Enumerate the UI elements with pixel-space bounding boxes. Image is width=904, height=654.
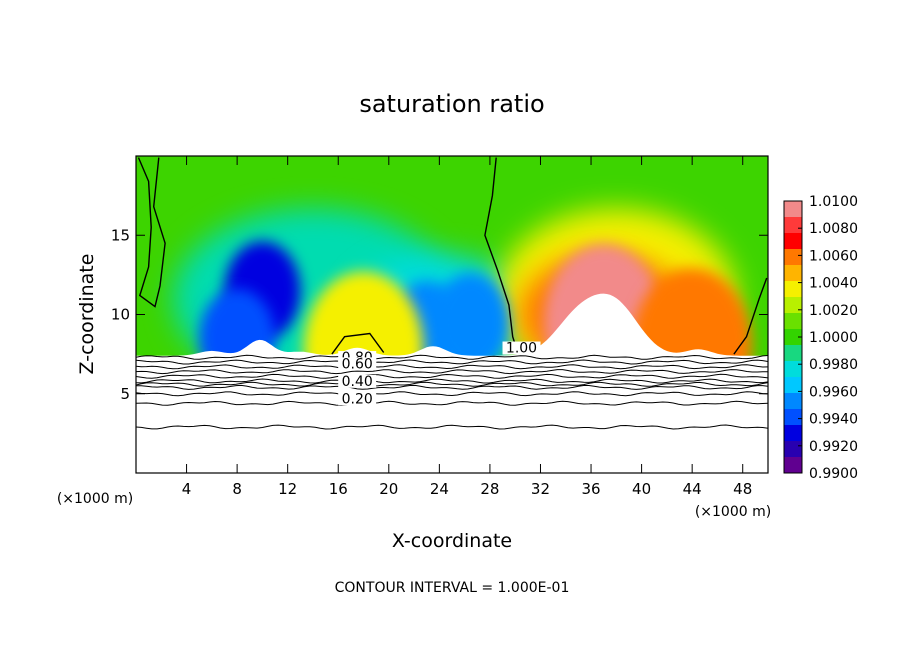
contour-line bbox=[136, 381, 768, 387]
contour-label-bg bbox=[502, 341, 541, 355]
x-tick-label: 40 bbox=[632, 480, 651, 498]
colorbar-swatch bbox=[784, 217, 802, 234]
colorbar-label: 1.0000 bbox=[809, 330, 858, 346]
contour-line bbox=[136, 391, 768, 397]
contour-label: 0.60 bbox=[342, 356, 373, 372]
x-tick-label: 24 bbox=[430, 480, 449, 498]
x-tick-label: 16 bbox=[329, 480, 348, 498]
colorbar-swatch bbox=[784, 233, 802, 250]
colorbar-swatch bbox=[784, 361, 802, 378]
x-tick-label: 4 bbox=[182, 480, 192, 498]
x-axis-ticks: 4 8 12 16 20 24 28 32 36 40 44 48 bbox=[182, 156, 752, 498]
contour-line bbox=[136, 373, 768, 379]
contour-1.00 bbox=[137, 157, 768, 355]
x-tick-label: 44 bbox=[683, 480, 702, 498]
x-tick-label: 36 bbox=[581, 480, 600, 498]
colorbar-swatch bbox=[784, 201, 802, 218]
colorbar-swatch bbox=[784, 281, 802, 298]
contour-label: 0.20 bbox=[342, 391, 373, 407]
colorbar-swatch bbox=[784, 425, 802, 442]
contour-label-bg bbox=[338, 374, 377, 388]
y-axis-ticks: 5 10 15 bbox=[111, 226, 768, 403]
x-axis-label: X-coordinate bbox=[392, 530, 512, 552]
contour-line bbox=[136, 364, 768, 370]
contour-lines bbox=[136, 354, 768, 430]
colorbar-label: 1.0020 bbox=[809, 303, 858, 319]
contour-label: 1.00 bbox=[506, 341, 537, 357]
colorbar-label: 0.9920 bbox=[809, 439, 858, 455]
colorbar-swatch bbox=[784, 409, 802, 426]
contour-line bbox=[136, 378, 768, 384]
x-tick-label: 32 bbox=[531, 480, 550, 498]
y-tick-label: 15 bbox=[111, 226, 130, 244]
contour-line bbox=[136, 400, 768, 406]
colorbar-swatch bbox=[784, 297, 802, 314]
colorbar-label: 1.0060 bbox=[809, 248, 858, 264]
contour-line bbox=[136, 424, 768, 430]
contour-line bbox=[136, 384, 768, 390]
footer-contour-interval: CONTOUR INTERVAL = 1.000E-01 bbox=[335, 580, 570, 596]
x-tick-label: 28 bbox=[480, 480, 499, 498]
contour-line bbox=[136, 354, 768, 360]
colorbar-swatch bbox=[784, 265, 802, 282]
y-tick-label: 10 bbox=[111, 306, 130, 324]
colorbar-label: 1.0040 bbox=[809, 276, 858, 292]
colorbar-swatch bbox=[784, 457, 802, 474]
colorbar-swatch bbox=[784, 249, 802, 266]
contour-label-bg bbox=[338, 357, 377, 371]
x-tick-label: 12 bbox=[278, 480, 297, 498]
contour-label: 0.40 bbox=[342, 374, 373, 390]
colorbar-label: 0.9960 bbox=[809, 384, 858, 400]
contour-labels: 0.800.600.400.201.00 bbox=[338, 341, 541, 407]
contour-line bbox=[136, 369, 768, 375]
colorbar-swatch bbox=[784, 393, 802, 410]
colorbar-swatch bbox=[784, 313, 802, 330]
colorbar-swatch bbox=[784, 377, 802, 394]
x-tick-label: 20 bbox=[379, 480, 398, 498]
y-tick-label: 5 bbox=[120, 385, 130, 403]
colorbar-label: 1.0080 bbox=[809, 221, 858, 237]
colorbar-label: 0.9900 bbox=[809, 466, 858, 482]
field-feature-dry bbox=[432, 273, 509, 372]
x-unit-left: (×1000 m) bbox=[57, 491, 133, 507]
colorbar-label: 1.0100 bbox=[809, 194, 858, 210]
field-layer bbox=[136, 156, 768, 473]
contour-line bbox=[136, 359, 768, 365]
x-tick-label: 48 bbox=[733, 480, 752, 498]
colorbar: 1.0100 1.0080 1.0060 1.0040 1.0020 1.0000 0.99… bbox=[783, 194, 858, 482]
chart-title: saturation ratio bbox=[359, 90, 544, 118]
colorbar-label: 0.9940 bbox=[809, 412, 858, 428]
contour-label-bg bbox=[338, 392, 377, 406]
y-axis-label: Z-coordinate bbox=[76, 254, 98, 375]
colorbar-label: 0.9980 bbox=[809, 357, 858, 373]
colorbar-swatch bbox=[784, 329, 802, 346]
x-tick-label: 8 bbox=[232, 480, 242, 498]
x-unit-right: (×1000 m) bbox=[695, 504, 771, 520]
colorbar-swatch bbox=[784, 345, 802, 362]
colorbar-swatch bbox=[784, 441, 802, 458]
